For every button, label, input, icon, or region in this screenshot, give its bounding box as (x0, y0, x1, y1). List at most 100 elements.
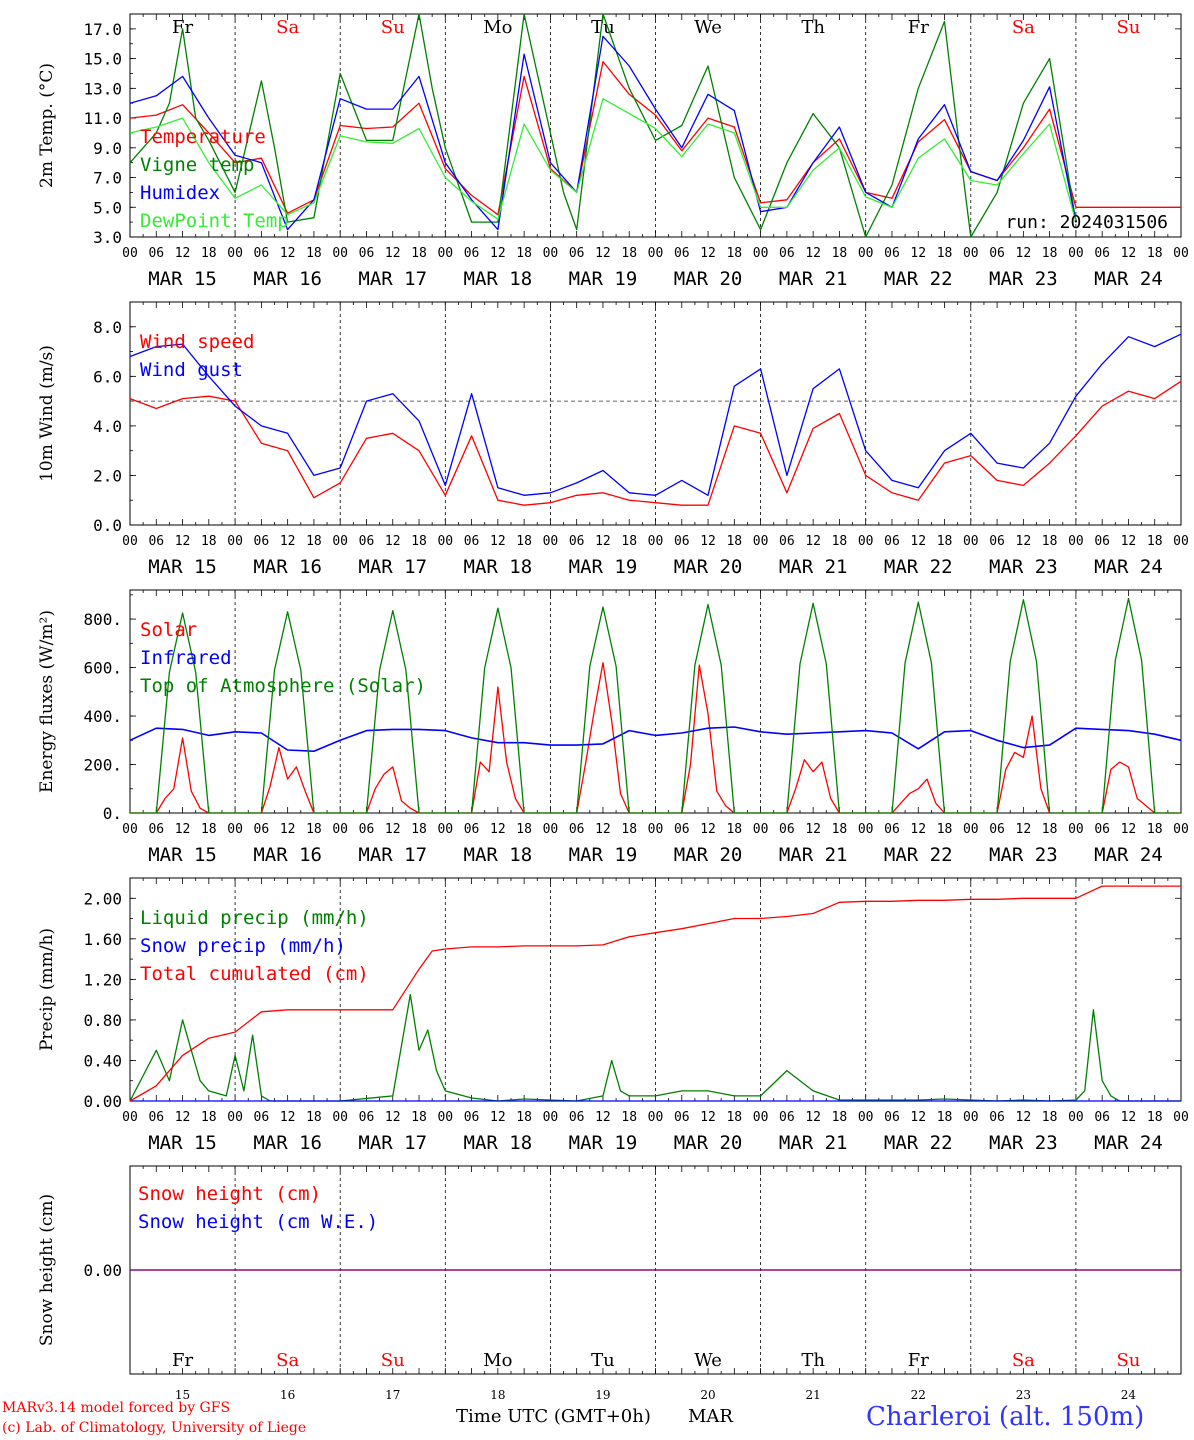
y-tick-label: 800. (83, 610, 122, 629)
hour-tick-label: 00 (753, 534, 769, 549)
y-tick-label: 200. (83, 756, 122, 775)
y-axis-label: Snow height (cm) (37, 1194, 57, 1346)
temperature-panel: 3.0 5.0 7.0 9.0 11.0 13.0 15.0 17.0 2m Temp. (°C… (37, 13, 1189, 290)
bottom-day-name: Sa (276, 1350, 299, 1371)
y-tick-label: 2.0 (93, 466, 122, 485)
hour-tick-label: 00 (122, 246, 138, 261)
hour-tick-label: 00 (1173, 246, 1189, 261)
hour-tick-label: 18 (306, 1110, 322, 1125)
bottom-day-name: Su (1116, 1350, 1140, 1371)
hour-tick-label: 00 (1173, 1110, 1189, 1125)
hour-tick-label: 06 (254, 534, 270, 549)
y-tick-label: 0. (103, 804, 122, 823)
y-tick-label: 1.60 (83, 930, 122, 949)
hour-tick-label: 12 (385, 1110, 401, 1125)
hour-tick-label: 06 (464, 246, 480, 261)
hour-tick-label: 18 (832, 246, 848, 261)
hour-tick-label: 18 (201, 534, 217, 549)
date-label: MAR 16 (253, 268, 322, 290)
legend-entry: Total cumulated (cm) (140, 963, 369, 985)
hour-tick-label: 00 (963, 534, 979, 549)
day-name-label: Sa (1012, 17, 1035, 38)
y-tick-label: 6.0 (93, 367, 122, 386)
bottom-day-number: 23 (1016, 1388, 1031, 1402)
bottom-day-number: 21 (806, 1388, 821, 1402)
hour-tick-label: 06 (254, 1110, 270, 1125)
hour-tick-label: 06 (989, 246, 1005, 261)
day-name-label: Fr (908, 17, 929, 38)
hour-tick-label: 18 (411, 822, 427, 837)
bottom-day-number: 22 (911, 1388, 926, 1402)
hour-tick-label: 18 (516, 534, 532, 549)
date-label: MAR 20 (674, 844, 743, 866)
hour-tick-label: 00 (227, 822, 243, 837)
date-label: MAR 18 (464, 556, 533, 578)
hour-tick-label: 18 (1147, 246, 1163, 261)
hour-tick-label: 00 (437, 534, 453, 549)
hour-tick-label: 12 (490, 822, 506, 837)
hour-tick-label: 12 (490, 534, 506, 549)
hour-tick-label: 00 (227, 246, 243, 261)
y-tick-label: 13.0 (83, 79, 122, 98)
legend-entry: Solar (140, 619, 197, 641)
hour-tick-label: 00 (543, 534, 559, 549)
hour-tick-label: 00 (1068, 246, 1084, 261)
hour-tick-label: 12 (175, 822, 191, 837)
hour-tick-label: 18 (621, 246, 637, 261)
series-line-total-cumulated-cm (129, 885, 1181, 1102)
date-label: MAR 16 (253, 844, 322, 866)
energy-flux-panel: 0. 200. 400. 600. 800. Energy fluxes (W/m²) 00… (37, 589, 1189, 866)
date-label: MAR 23 (989, 844, 1058, 866)
hour-tick-label: 12 (175, 246, 191, 261)
date-label: MAR 24 (1094, 844, 1163, 866)
hour-tick-label: 12 (1121, 246, 1137, 261)
hour-tick-label: 18 (1042, 822, 1058, 837)
hour-tick-label: 12 (910, 1110, 926, 1125)
day-name-label: Fr (172, 17, 193, 38)
hour-tick-label: 06 (464, 822, 480, 837)
hour-tick-label: 06 (1094, 246, 1110, 261)
legend-entry: Top of Atmosphere (Solar) (140, 675, 426, 697)
hour-tick-label: 06 (779, 534, 795, 549)
hour-tick-label: 06 (464, 1110, 480, 1125)
date-label: MAR 24 (1094, 1132, 1163, 1154)
hour-tick-label: 00 (227, 1110, 243, 1125)
hour-tick-label: 00 (648, 1110, 664, 1125)
legend-entry: Snow precip (mm/h) (140, 935, 346, 957)
day-name-label: Sa (276, 17, 299, 38)
hour-tick-label: 00 (1068, 822, 1084, 837)
hour-tick-label: 06 (148, 822, 164, 837)
hour-tick-label: 00 (648, 822, 664, 837)
date-label: MAR 21 (779, 556, 848, 578)
date-label: MAR 15 (148, 268, 217, 290)
bottom-day-number: 24 (1121, 1388, 1137, 1402)
hour-tick-label: 18 (726, 822, 742, 837)
y-tick-label: 7.0 (93, 169, 122, 188)
date-label: MAR 15 (148, 1132, 217, 1154)
model-credit-line1: MARv3.14 model forced by GFS (2, 1400, 231, 1416)
hour-tick-label: 18 (516, 822, 532, 837)
plot-frame (129, 301, 1182, 526)
wind-panel: 0.0 2.0 4.0 6.0 8.0 10m Wind (m/s) 00 06 12 18 MAR… (37, 301, 1189, 578)
hour-tick-label: 00 (543, 822, 559, 837)
date-label: MAR 17 (358, 844, 427, 866)
hour-tick-label: 18 (937, 1110, 953, 1125)
hour-tick-label: 06 (779, 1110, 795, 1125)
hour-tick-label: 00 (332, 534, 348, 549)
hour-tick-label: 06 (779, 822, 795, 837)
date-label: MAR 22 (884, 1132, 953, 1154)
bottom-day-name: Su (381, 1350, 405, 1371)
hour-tick-label: 18 (832, 822, 848, 837)
day-name-label: Th (801, 17, 825, 38)
hour-tick-label: 12 (385, 246, 401, 261)
hour-tick-label: 06 (779, 246, 795, 261)
hour-tick-label: 18 (621, 1110, 637, 1125)
y-tick-label: 9.0 (93, 139, 122, 158)
month-label: MAR (688, 1406, 733, 1427)
y-tick-label: 0.40 (83, 1051, 122, 1070)
bottom-day-name: Th (801, 1350, 825, 1371)
hour-tick-label: 00 (648, 534, 664, 549)
date-label: MAR 16 (253, 556, 322, 578)
hour-tick-label: 06 (989, 534, 1005, 549)
